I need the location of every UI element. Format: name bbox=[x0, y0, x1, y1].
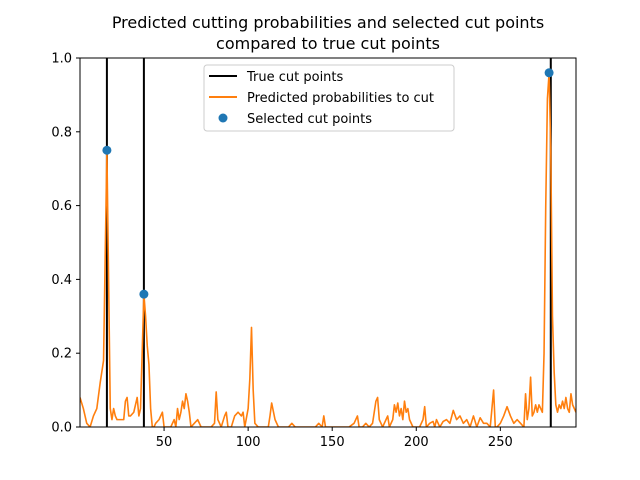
x-tick-label: 50 bbox=[156, 435, 173, 450]
legend-label-true-cut-points: True cut points bbox=[246, 70, 344, 85]
y-tick-label: 1.0 bbox=[51, 52, 72, 67]
selected-cut-point-1 bbox=[102, 145, 112, 155]
plot-area bbox=[80, 58, 576, 427]
chart-title-line-2: compared to true cut points bbox=[216, 34, 440, 53]
selected-cut-point-3 bbox=[544, 68, 554, 78]
x-tick-label: 200 bbox=[404, 435, 429, 450]
legend-label-predicted: Predicted probabilities to cut bbox=[247, 91, 434, 106]
axes-frame bbox=[79, 57, 577, 428]
legend-label-selected: Selected cut points bbox=[247, 112, 372, 127]
chart-title-line-1: Predicted cutting probabilities and sele… bbox=[112, 13, 544, 32]
y-tick-label: 0.4 bbox=[51, 273, 72, 288]
predicted-probability-line bbox=[80, 71, 576, 427]
legend-box bbox=[203, 64, 455, 132]
y-tick-label: 0.2 bbox=[51, 347, 72, 362]
y-tick-label: 0.6 bbox=[51, 199, 72, 214]
x-tick-label: 250 bbox=[488, 435, 513, 450]
axis-ticks: 50 100 150 200 250 0.0 0.2 0.4 0.6 0.8 1.0 bbox=[51, 52, 512, 451]
y-tick-label: 0.0 bbox=[51, 421, 72, 436]
selected-cut-point-2 bbox=[139, 289, 149, 299]
legend-swatch-selected bbox=[218, 113, 228, 123]
legend: True cut points Predicted probabilities … bbox=[203, 64, 455, 132]
x-tick-label: 150 bbox=[320, 435, 345, 450]
x-tick-label: 100 bbox=[236, 435, 261, 450]
y-tick-label: 0.8 bbox=[51, 125, 72, 140]
plot-series bbox=[80, 58, 576, 427]
